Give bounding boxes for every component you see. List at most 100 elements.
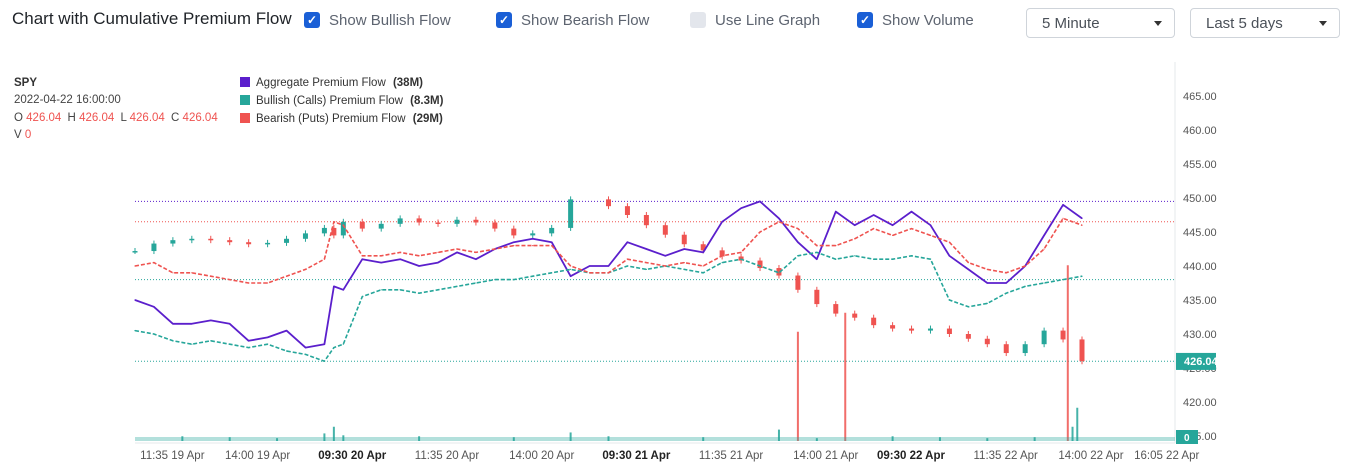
show-bullish-checkbox[interactable]: ✓ Show Bullish Flow — [304, 9, 451, 31]
candle-body — [643, 215, 649, 226]
data-point — [1024, 265, 1026, 267]
volume-badge: 0 — [1176, 430, 1198, 444]
data-point — [248, 340, 250, 342]
data-point — [986, 268, 988, 270]
open-label: O — [14, 112, 23, 124]
volume-bar — [815, 438, 818, 441]
candle-body — [189, 238, 195, 241]
candle-body — [132, 251, 138, 253]
use-line-graph-checkbox[interactable]: Use Line Graph — [690, 9, 820, 31]
volume-bar — [342, 435, 345, 441]
volume-bars — [135, 265, 1175, 441]
data-point — [929, 224, 932, 226]
data-point — [532, 238, 534, 240]
data-point — [797, 228, 799, 230]
data-point — [494, 248, 496, 250]
data-point — [645, 268, 647, 270]
data-point — [191, 343, 193, 345]
last-price-badge: 426.04 — [1176, 352, 1219, 370]
data-point — [1081, 217, 1083, 219]
candle-body — [227, 240, 233, 243]
volume-bar — [1076, 407, 1079, 441]
data-point — [892, 258, 894, 260]
x-tick-label: 11:35 22 Apr — [974, 450, 1039, 462]
volume-bar — [1071, 426, 1074, 441]
symbol-label: SPY — [14, 77, 37, 89]
y-tick-label: 465.00 — [1183, 91, 1217, 103]
data-point — [967, 306, 969, 308]
volume-label: V — [14, 129, 22, 141]
volume-bar — [181, 436, 184, 441]
x-tick-label: 11:35 21 Apr — [699, 450, 764, 462]
candle-body — [1022, 344, 1028, 354]
data-point — [683, 248, 685, 250]
data-point — [333, 285, 335, 287]
data-point — [1062, 204, 1064, 206]
candle-body — [909, 328, 915, 331]
volume-bar — [844, 312, 847, 441]
candle-body — [624, 206, 630, 215]
data-point — [986, 282, 988, 284]
data-point — [399, 289, 401, 291]
x-tick-label: 14:00 22 Apr — [1058, 450, 1123, 462]
show-bearish-checkbox[interactable]: ✓ Show Bearish Flow — [496, 9, 649, 31]
show-volume-checkbox[interactable]: ✓ Show Volume — [857, 9, 974, 31]
data-point — [342, 289, 344, 291]
candle-body — [549, 227, 555, 234]
price-axis: 465.00 460.00 455.00 450.00 445.00 440.00 435.… — [1183, 91, 1217, 443]
interval-select[interactable]: 5 Minute — [1026, 8, 1175, 38]
data-point — [797, 255, 799, 257]
data-point — [910, 255, 913, 257]
data-point — [835, 245, 837, 247]
volume-bar — [512, 437, 515, 441]
data-point — [456, 251, 458, 253]
range-value: Last 5 days — [1206, 14, 1283, 32]
candle-body — [331, 227, 337, 236]
candle-body — [530, 233, 536, 236]
data-point — [929, 258, 932, 260]
low-label: L — [120, 112, 127, 124]
checkbox-unchecked-icon — [690, 12, 706, 28]
volume-bar — [276, 438, 279, 441]
checkbox-label: Use Line Graph — [715, 11, 821, 29]
range-select[interactable]: Last 5 days — [1190, 8, 1340, 38]
data-point — [172, 272, 174, 274]
candle-body — [568, 199, 574, 228]
open-value: 426.04 — [26, 112, 62, 124]
volume-bar — [569, 432, 572, 441]
data-point — [266, 336, 269, 338]
candle-body — [700, 244, 706, 251]
data-point — [380, 255, 382, 257]
high-value: 426.04 — [79, 112, 115, 124]
high-label: H — [68, 112, 76, 124]
volume-bar — [986, 438, 989, 441]
data-point — [948, 299, 951, 301]
data-point — [342, 224, 344, 226]
candle-body — [359, 221, 365, 229]
caret-down-icon — [1319, 20, 1327, 26]
data-point — [835, 258, 837, 260]
data-point — [721, 255, 723, 257]
interval-value: 5 Minute — [1042, 14, 1100, 32]
data-point — [475, 258, 477, 260]
data-point — [323, 343, 325, 345]
candle-body — [946, 328, 952, 334]
candle-body — [1060, 330, 1066, 340]
volume-bar — [1033, 437, 1036, 441]
volume-axis-label: 0 — [1184, 433, 1190, 444]
ohlc-line: O 426.04 H 426.04 L 426.04 C 426.04 — [14, 112, 218, 124]
data-point — [437, 251, 439, 253]
candle-body — [397, 218, 403, 224]
data-point — [570, 275, 572, 277]
candle-body — [246, 242, 252, 245]
data-point — [721, 221, 723, 223]
candle-body — [492, 222, 498, 229]
caret-down-icon — [1154, 20, 1162, 26]
data-point — [134, 299, 136, 301]
data-point — [380, 262, 382, 264]
checkbox-checked-icon: ✓ — [304, 12, 320, 28]
data-point — [248, 282, 250, 284]
checkbox-label: Show Bearish Flow — [521, 11, 650, 29]
data-point — [1005, 292, 1007, 294]
